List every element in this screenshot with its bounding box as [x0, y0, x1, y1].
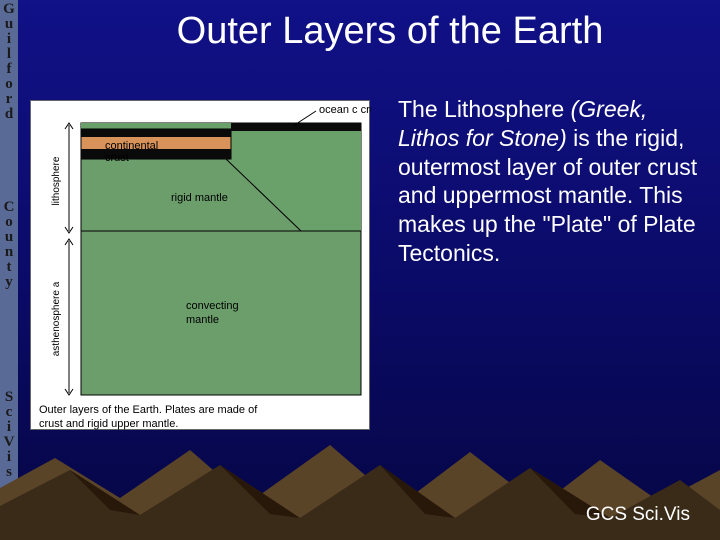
sidebar-letter: SciVis: [4, 389, 15, 480]
diagram-caption-line2: crust and rigid upper mantle.: [39, 418, 178, 430]
label-continental-top: continental: [105, 140, 158, 152]
diagram-svg: lithosphere asthenosphere a ocean c crus…: [31, 101, 371, 431]
axis-label-lithosphere: lithosphere: [51, 156, 62, 205]
label-continental-bottom: crust: [105, 152, 129, 164]
sidebar-word-scivis: SciVis: [2, 390, 16, 480]
sidebar-word-guilford: Guilford: [2, 2, 16, 122]
body-lead: The Lithosphere: [398, 96, 571, 122]
diagram-caption-line1: Outer layers of the Earth. Plates are ma…: [39, 404, 258, 416]
sidebar-word-county: County: [2, 200, 16, 290]
earth-layers-diagram: lithosphere asthenosphere a ocean c crus…: [30, 100, 370, 430]
body-paragraph: The Lithosphere (Greek, Lithos for Stone…: [398, 95, 698, 268]
label-convecting-top: convecting: [186, 300, 239, 312]
label-convecting-bottom: mantle: [186, 314, 219, 326]
sidebar-letter: Guilford: [3, 1, 15, 122]
page-title: Outer Layers of the Earth: [80, 10, 700, 53]
footer-credit: GCS Sci.Vis: [586, 504, 690, 526]
label-rigid-mantle: rigid mantle: [171, 192, 228, 204]
sidebar-letter: County: [4, 199, 15, 290]
axis-label-asthenosphere: asthenosphere a: [51, 281, 62, 356]
label-oceanic-crust: ocean c crust: [319, 104, 371, 116]
